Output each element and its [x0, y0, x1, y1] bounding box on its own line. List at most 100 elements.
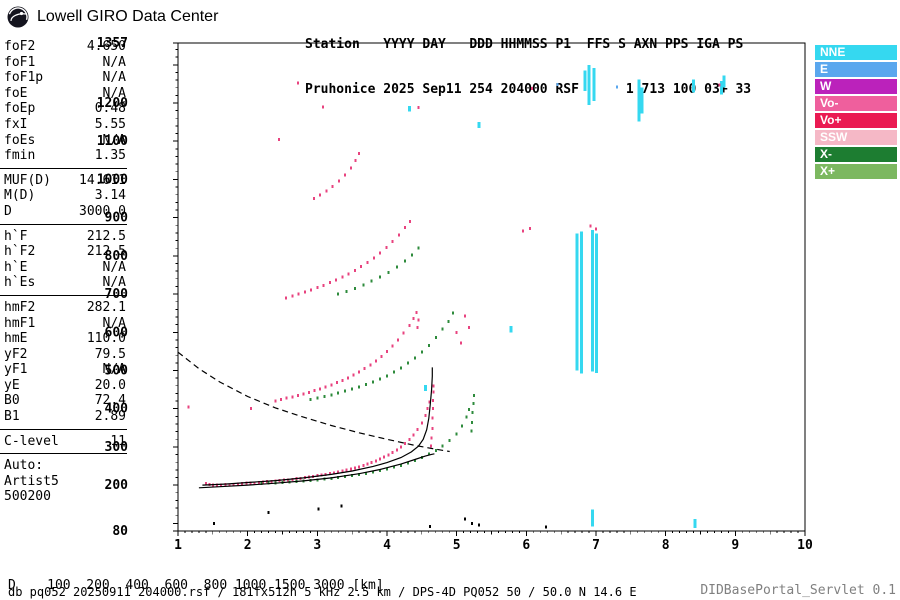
param-row-fof1p: foF1p N/A	[4, 70, 126, 86]
footer-servlet-version: DIDBasePortal_Servlet 0.1	[700, 583, 896, 598]
x-tick-label: 2	[244, 538, 252, 553]
param-label: fxI	[4, 116, 28, 132]
param-row-b1: B1 2.89	[4, 409, 126, 425]
x-tick-label: 5	[453, 538, 461, 553]
param-value: N/A	[102, 315, 126, 331]
legend-item-vo-plus: Vo+	[815, 113, 897, 128]
param-label: yF2	[4, 346, 28, 362]
station-header-labels: Station YYYY DAY DDD HHMMSS P1 FFS S AXN…	[305, 37, 744, 52]
param-label: foE	[4, 85, 28, 101]
station-header: Station YYYY DAY DDD HHMMSS P1 FFS S AXN…	[305, 7, 751, 127]
param-label: Auto:	[4, 458, 44, 474]
param-row-muf-d: MUF(D) 14.611	[4, 173, 126, 189]
param-row-c-level: C-level 11	[4, 434, 126, 450]
param-row-yf1: yF1 N/A	[4, 362, 126, 378]
x-tick-label: 6	[522, 538, 530, 553]
legend-item-w: W	[815, 79, 897, 94]
y-tick-label: 1200	[97, 96, 128, 111]
plot-border	[177, 42, 806, 532]
param-row-h-f: h`F 212.5	[4, 229, 126, 245]
param-label: foF1p	[4, 70, 44, 86]
y-tick-label: 80	[112, 524, 128, 539]
direction-legend: NNE E W Vo- Vo+ SSW X- X+	[815, 45, 897, 181]
param-value: N/A	[102, 85, 126, 101]
series-x-trace-2f	[309, 311, 455, 402]
legend-item-nne: NNE	[815, 45, 897, 60]
param-row-fmin: fmin 1.35	[4, 148, 126, 164]
param-separator	[0, 294, 127, 296]
param-label: fmin	[4, 148, 36, 164]
param-value: 1.35	[94, 148, 126, 164]
parameters-panel: foF2 4.650 foF1 N/A foF1p N/A foE N/A foEp 0.48 fx…	[0, 39, 127, 505]
param-row-d: D 3000.0	[4, 204, 126, 220]
param-value: N/A	[102, 70, 126, 86]
param-row-hme: hmE 110.0	[4, 331, 126, 347]
series-x-trace-3f	[337, 246, 420, 296]
y-tick-label: 900	[105, 211, 129, 226]
param-label: hmE	[4, 331, 28, 347]
param-value: 212.5	[86, 244, 126, 260]
param-row-fxi: fxI 5.55	[4, 117, 126, 133]
brand: Lowell GIRO Data Center	[6, 5, 218, 29]
muf-table-distances: D 100 200 400 600 800 1000 1500 3000 [km…	[8, 578, 384, 593]
y-tick-label: 1357	[97, 36, 128, 51]
param-label: yE	[4, 377, 20, 393]
param-row-h-e: h`E N/A	[4, 260, 126, 276]
param-value: 3000.0	[79, 203, 126, 219]
axes: 1 2 3 4 5 6 7 8 9 10 1357 1200 1100 1000 900 800 700 600 5…	[97, 36, 813, 553]
param-label: Artist5	[4, 473, 59, 489]
param-label: foEs	[4, 132, 36, 148]
param-value: N/A	[102, 54, 126, 70]
line-transmission-curve	[177, 351, 450, 453]
param-value: 212.5	[86, 228, 126, 244]
legend-item-x-minus: X-	[815, 147, 897, 162]
segments-nne-spread	[407, 64, 726, 528]
param-value: 5.55	[94, 116, 126, 132]
x-tick-label: 4	[383, 538, 391, 553]
x-tick-label: 7	[592, 538, 600, 553]
y-tick-label: 200	[105, 478, 129, 493]
param-row-m-d: M(D) 3.14	[4, 188, 126, 204]
series-e-specks	[556, 83, 618, 89]
param-label: hmF2	[4, 299, 36, 315]
x-tick-label: 8	[662, 538, 670, 553]
param-row-h-es: h`Es N/A	[4, 275, 126, 291]
legend-item-x-plus: X+	[815, 164, 897, 179]
x-tick-label: 3	[313, 538, 321, 553]
param-value: 282.1	[86, 299, 126, 315]
station-header-values: Pruhonice 2025 Sep11 254 204000 RSF 1 71…	[305, 82, 752, 97]
param-label: D	[4, 203, 12, 219]
param-row-fof2: foF2 4.650	[4, 39, 126, 55]
param-label: yF1	[4, 362, 28, 378]
param-separator	[0, 167, 127, 169]
param-row-foep: foEp 0.48	[4, 101, 126, 117]
series-spread-echo-specks	[187, 81, 721, 411]
param-value: 0.48	[94, 101, 126, 117]
param-row-auto: Auto:	[4, 458, 126, 474]
y-tick-label: 700	[105, 287, 129, 302]
param-row-artist5: Artist5	[4, 474, 126, 490]
param-value: N/A	[102, 132, 126, 148]
param-value: N/A	[102, 275, 126, 291]
param-value: 72.4	[94, 393, 126, 409]
x-tick-label: 10	[797, 538, 813, 553]
param-row-hmf2: hmF2 282.1	[4, 300, 126, 316]
param-row-hmf1: hmF1 N/A	[4, 316, 126, 332]
param-row-500200: 500200	[4, 489, 126, 505]
line-true-height-profile	[198, 453, 435, 489]
x-tick-label: 9	[731, 538, 739, 553]
y-tick-label: 600	[105, 325, 129, 340]
param-row-yf2: yF2 79.5	[4, 347, 126, 363]
legend-item-ssw: SSW	[815, 130, 897, 145]
param-label: hmF1	[4, 315, 36, 331]
param-label: foF1	[4, 54, 36, 70]
series-o-trace-4f	[312, 151, 361, 201]
param-value: N/A	[102, 259, 126, 275]
y-tick-label: 1000	[97, 172, 128, 187]
x-tick-label: 1	[174, 538, 182, 553]
y-tick-label: 500	[105, 363, 129, 378]
y-tick-label: 300	[105, 440, 129, 455]
param-label: foF2	[4, 39, 36, 54]
ionogram-plot: 1 2 3 4 5 6 7 8 9 10 1357 1200 1100 1000 900 800 700 600 5…	[97, 36, 813, 553]
param-label: B0	[4, 393, 20, 409]
